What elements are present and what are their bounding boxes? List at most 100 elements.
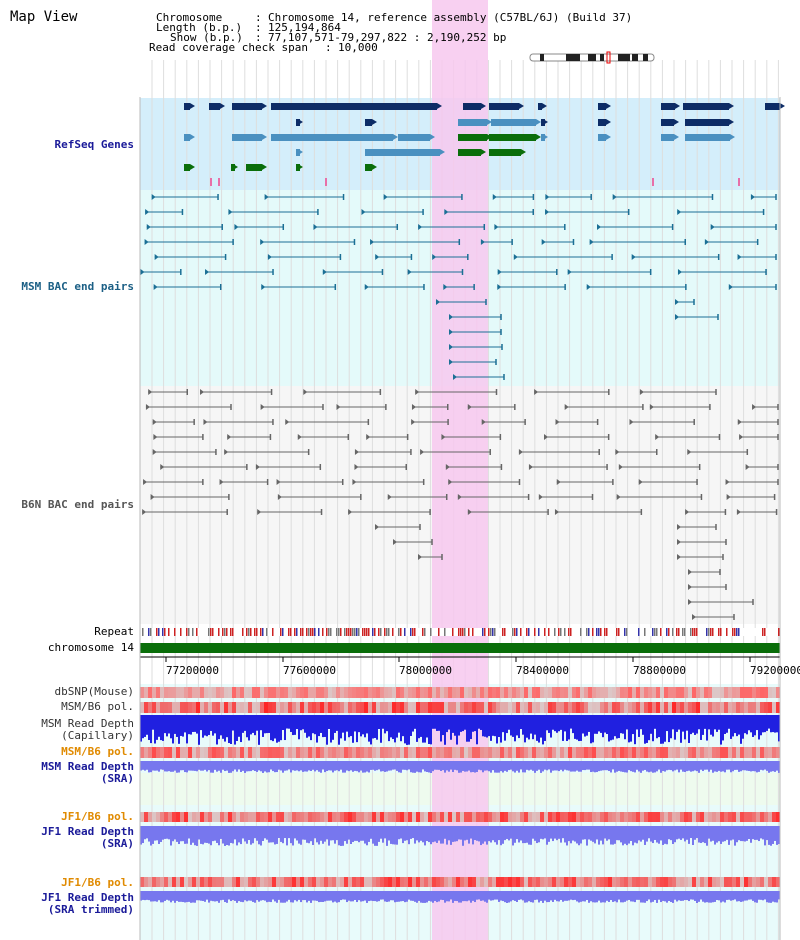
b6n-bac-pair bbox=[739, 434, 744, 440]
depth-bar bbox=[334, 891, 336, 902]
depth-bar bbox=[438, 826, 440, 841]
msm-bac-pair bbox=[589, 239, 594, 245]
heat-cell bbox=[456, 747, 460, 758]
track-label-jf1-b6-pol-1[interactable]: JF1/B6 pol. bbox=[61, 810, 134, 823]
highlight-region bbox=[432, 0, 488, 940]
depth-bar bbox=[492, 826, 494, 841]
heat-cell bbox=[672, 747, 676, 758]
heat-cell bbox=[460, 702, 464, 713]
depth-bar bbox=[754, 761, 756, 772]
repeat-mark bbox=[208, 628, 210, 636]
depth-bar bbox=[624, 826, 626, 844]
track-label-msm-depth-sra[interactable]: MSM Read Depth bbox=[41, 760, 134, 773]
heat-cell bbox=[344, 702, 348, 713]
heat-cell bbox=[708, 877, 712, 887]
heat-cell bbox=[732, 702, 736, 713]
depth-bar bbox=[750, 826, 752, 843]
depth-bar bbox=[520, 891, 522, 900]
depth-bar bbox=[608, 891, 610, 902]
b6n-bac-pair bbox=[677, 539, 681, 545]
depth-bar bbox=[772, 761, 774, 772]
depth-bar bbox=[532, 891, 534, 903]
b6n-bac-pair bbox=[745, 464, 750, 470]
depth-bar bbox=[298, 891, 300, 900]
depth-bar bbox=[260, 891, 262, 901]
depth-bar bbox=[564, 761, 566, 770]
b6n-bac-pair bbox=[199, 389, 204, 395]
depth-bar bbox=[578, 761, 580, 772]
track-label-jf1-b6-pol-2[interactable]: JF1/B6 pol. bbox=[61, 876, 134, 889]
heat-cell bbox=[456, 687, 460, 698]
depth-bar bbox=[486, 761, 488, 771]
depth-bar bbox=[196, 891, 198, 901]
heat-cell bbox=[572, 877, 576, 887]
depth-bar bbox=[348, 891, 350, 901]
depth-bar bbox=[354, 761, 356, 771]
depth-bar bbox=[188, 715, 190, 735]
msm-bac-pair bbox=[750, 194, 755, 200]
heat-cell bbox=[400, 702, 404, 713]
msm-bac-pair bbox=[145, 209, 150, 215]
depth-bar bbox=[616, 891, 618, 903]
heat-cell bbox=[280, 687, 284, 698]
b6n-bac-pair bbox=[616, 494, 621, 500]
track-label-dbsnp[interactable]: dbSNP(Mouse) bbox=[54, 685, 134, 698]
depth-bar bbox=[582, 761, 584, 771]
heat-cell bbox=[756, 877, 760, 887]
track-label-msm-depth-capillary[interactable]: MSM Read Depth bbox=[41, 717, 134, 730]
track-label-b6n-bac[interactable]: B6N BAC end pairs bbox=[21, 498, 134, 511]
heat-cell bbox=[668, 812, 672, 822]
track-label-msm-b6-pol-1[interactable]: MSM/B6 pol. bbox=[61, 700, 134, 713]
depth-bar bbox=[284, 826, 286, 839]
heat-cell bbox=[352, 877, 356, 887]
msm-bac-pair bbox=[364, 284, 369, 290]
depth-bar bbox=[378, 826, 380, 842]
track-label-refseq[interactable]: RefSeq Genes bbox=[54, 138, 134, 151]
track-label-jf1-depth[interactable]: JF1 Read Depth bbox=[41, 825, 134, 838]
track-label-jf1-trimmed[interactable]: JF1 Read Depth bbox=[41, 891, 134, 904]
depth-bar bbox=[408, 826, 410, 845]
depth-bar bbox=[262, 826, 264, 842]
heat-cell bbox=[688, 877, 692, 887]
heat-cell bbox=[648, 877, 652, 887]
depth-bar bbox=[148, 891, 150, 901]
depth-bar bbox=[684, 715, 686, 740]
heat-cell bbox=[412, 687, 416, 698]
heat-cell bbox=[168, 812, 172, 822]
depth-bar bbox=[160, 715, 162, 741]
msm-bac-pair bbox=[260, 239, 265, 245]
depth-bar bbox=[442, 826, 444, 844]
gene-arrow bbox=[233, 164, 238, 170]
b6n-bac-pair bbox=[152, 419, 157, 425]
track-label-repeat[interactable]: Repeat bbox=[94, 625, 134, 638]
depth-bar bbox=[768, 826, 770, 845]
depth-bar bbox=[514, 826, 516, 843]
depth-bar bbox=[176, 826, 178, 842]
depth-bar bbox=[498, 715, 500, 738]
heat-cell bbox=[316, 702, 320, 713]
track-label-chromosome[interactable]: chromosome 14 bbox=[47, 641, 134, 654]
heat-cell bbox=[500, 747, 504, 758]
depth-bar bbox=[354, 826, 356, 841]
depth-bar bbox=[234, 761, 236, 770]
repeat-mark bbox=[386, 628, 388, 636]
depth-bar bbox=[542, 715, 544, 745]
track-label-msm-b6-pol-2[interactable]: MSM/B6 pol. bbox=[61, 745, 134, 758]
track-label-msm-bac[interactable]: MSM BAC end pairs bbox=[21, 280, 134, 293]
depth-bar bbox=[446, 761, 448, 771]
depth-bar bbox=[502, 891, 504, 902]
heat-cell bbox=[516, 747, 520, 758]
depth-bar bbox=[224, 715, 226, 742]
gene-arrow bbox=[543, 119, 548, 125]
depth-bar bbox=[152, 891, 154, 902]
depth-bar bbox=[544, 761, 546, 770]
heat-cell bbox=[720, 687, 724, 698]
heat-cell bbox=[276, 877, 280, 887]
depth-bar bbox=[306, 891, 308, 903]
depth-bar bbox=[260, 761, 262, 772]
depth-bar bbox=[154, 715, 156, 744]
depth-bar bbox=[320, 761, 322, 773]
depth-bar bbox=[686, 891, 688, 901]
